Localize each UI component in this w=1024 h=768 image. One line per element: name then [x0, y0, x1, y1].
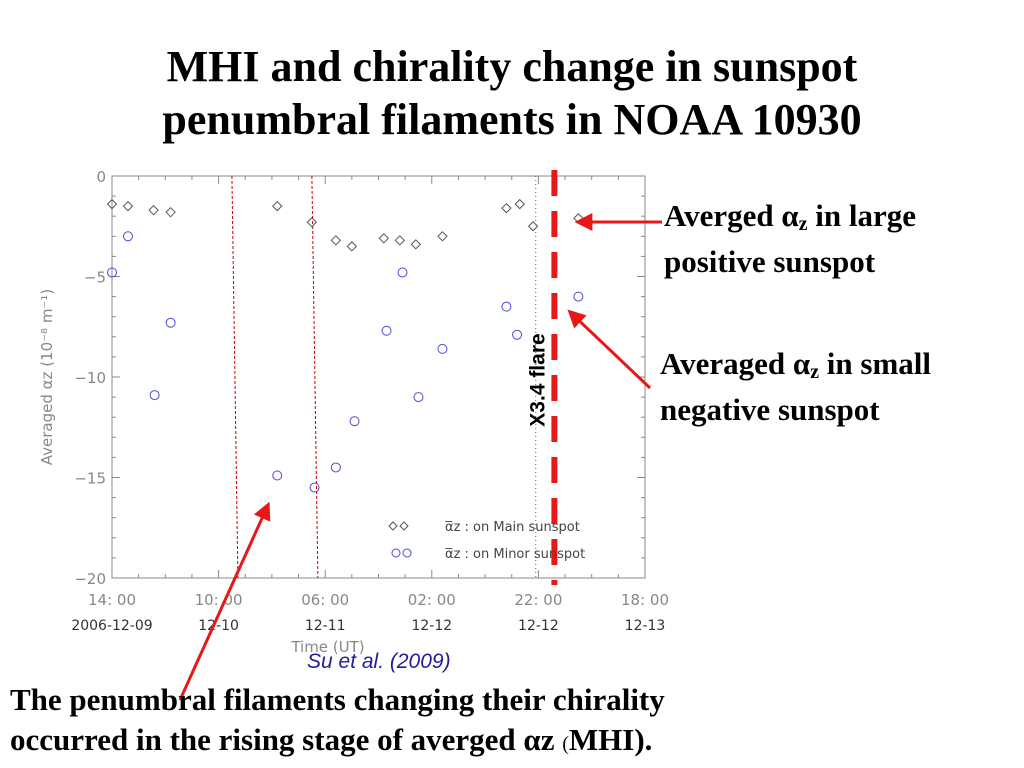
caption-line-2-end: MHI).: [568, 722, 653, 757]
event-dashed-line: [231, 175, 239, 579]
x-tick-time-label: 06: 00: [301, 591, 349, 609]
x-tick-date-label: 12-12: [518, 618, 559, 634]
x-tick-time-label: 02: 00: [408, 591, 456, 609]
minor-sunspot-point: [501, 301, 512, 312]
legend-diamond-marker: [399, 521, 409, 531]
caption: The penumbral filaments changing their c…: [10, 680, 1010, 764]
flare-label: X3.4 flare: [526, 333, 549, 426]
x-tick-date-label: 2006-12-09: [71, 618, 152, 634]
annotation-small-prefix: Averaged α: [660, 346, 811, 381]
x-axis-label: Time (UT): [290, 638, 364, 656]
y-axis-label: Averaged αz (10⁻⁸ m⁻¹): [38, 289, 56, 465]
x-tick-date-label: 12-11: [305, 618, 346, 634]
annotation-large-line-1: Averged αz in large: [664, 197, 916, 243]
annotation-large-suffix: in large: [807, 198, 917, 233]
annotation-small-sunspot: Averaged αz in small negative sunspot: [660, 345, 931, 428]
minor-sunspot-point: [437, 343, 448, 354]
main-sunspot-point: [106, 198, 118, 210]
y-tick-label: −10: [74, 369, 106, 387]
caption-paren: (: [562, 733, 569, 755]
main-sunspot-point: [501, 202, 512, 214]
minor-sunspot-point: [149, 390, 160, 401]
x-tick-time-label: 14: 00: [88, 591, 136, 609]
minor-sunspot-point: [413, 392, 424, 403]
main-sunspot-point: [346, 241, 358, 252]
annotation-small-suffix: in small: [819, 346, 932, 381]
annotation-large-line-2: positive sunspot: [664, 244, 876, 279]
y-tick-label: −15: [74, 470, 106, 488]
slide-title-line-1: MHI and chirality change in sunspot: [166, 42, 858, 91]
x-tick-time-label: 10: 00: [195, 591, 243, 609]
y-tick-label: −5: [84, 269, 106, 287]
annotation-large-prefix: Averged α: [664, 198, 799, 233]
minor-sunspot-point: [573, 291, 584, 302]
main-sunspot-point: [272, 200, 283, 212]
legend-main-label: α̅z : on Main sunspot: [445, 520, 580, 535]
y-tick-label: 0: [96, 168, 106, 186]
y-tick-label: −20: [74, 570, 106, 588]
minor-sunspot-point: [512, 329, 523, 340]
main-sunspot-point: [514, 198, 525, 210]
x-tick-date-label: 12-10: [198, 618, 239, 634]
annotation-small-sub: z: [810, 361, 820, 383]
caption-line-1: The penumbral filaments changing their c…: [10, 682, 665, 717]
minor-sunspot-point: [272, 470, 283, 481]
plot-frame: [111, 175, 646, 579]
x-tick-date-label: 12-12: [411, 618, 452, 634]
main-sunspot-point: [394, 235, 406, 246]
minor-sunspot-point: [330, 462, 341, 473]
minor-sunspot-point: [165, 317, 176, 328]
legend-minor-label: α̅z : on Minor sunspot: [445, 547, 585, 562]
citation: Su et al. (2009): [307, 650, 451, 673]
main-sunspot-point: [306, 217, 318, 228]
annotation-small-line-2: negative sunspot: [660, 392, 880, 427]
legend-diamond-marker: [388, 521, 398, 531]
main-sunspot-point: [410, 239, 422, 250]
minor-sunspot-point: [122, 231, 133, 242]
main-sunspot-point: [165, 206, 176, 218]
arrow-rising-stage: [178, 501, 271, 701]
slide-title-line-2: penumbral filaments in NOAA 10930: [162, 95, 862, 144]
legend-circle-marker: [402, 548, 412, 558]
main-sunspot-point: [437, 231, 448, 242]
x-tick-date-label: 12-13: [625, 618, 666, 634]
annotation-large-sub: z: [798, 213, 808, 235]
minor-sunspot-point: [349, 416, 360, 427]
minor-sunspot-point: [381, 325, 392, 336]
slide-title: MHI and chirality change in sunspot penu…: [60, 40, 964, 146]
legend-circle-marker: [391, 548, 401, 558]
x-tick-time-label: 22: 00: [514, 591, 562, 609]
main-sunspot-point: [122, 200, 134, 212]
x-tick-time-label: 18: 00: [621, 591, 669, 609]
annotation-large-sunspot: Averged αz in large positive sunspot: [664, 197, 916, 280]
caption-line-2-main: occurred in the rising stage of averged …: [10, 722, 563, 757]
caption-line-2: occurred in the rising stage of averged …: [10, 720, 1010, 764]
annotation-small-line-1: Averaged αz in small: [660, 345, 931, 391]
main-sunspot-point: [330, 235, 342, 246]
arrow-small-sunspot: [567, 309, 652, 390]
minor-sunspot-point: [107, 267, 117, 278]
event-dashed-line: [311, 175, 319, 579]
minor-sunspot-point: [309, 482, 320, 493]
main-sunspot-point: [148, 204, 159, 216]
main-sunspot-point: [378, 233, 390, 244]
minor-sunspot-point: [397, 267, 408, 278]
main-sunspot-point: [527, 221, 539, 232]
